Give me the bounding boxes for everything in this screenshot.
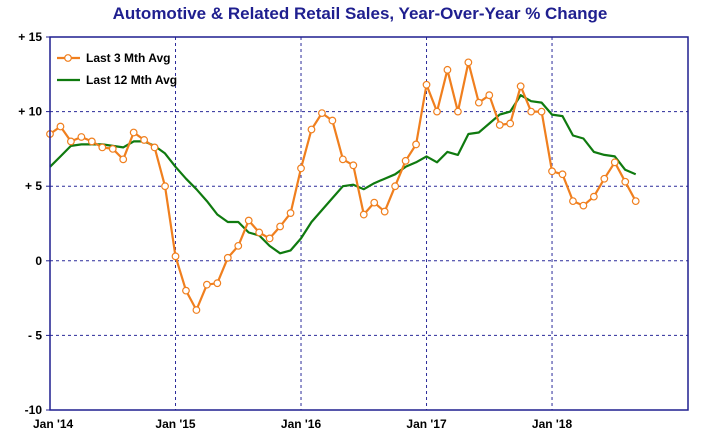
data-point (202, 280, 211, 289)
x-tick-label: Jan '16 (281, 417, 322, 431)
data-point (391, 182, 400, 191)
data-point (77, 133, 86, 141)
data-point (600, 174, 609, 183)
series-lines (46, 58, 640, 314)
y-tick-label: + 10 (18, 105, 42, 119)
data-point (150, 143, 159, 152)
x-axis: Jan '14 Jan '15 Jan '16 Jan '17 Jan '18 (33, 417, 572, 431)
data-point (234, 241, 243, 250)
data-point (119, 155, 128, 164)
data-point (433, 107, 441, 116)
data-point (349, 161, 358, 170)
y-tick-label: + 5 (25, 179, 42, 193)
data-point (412, 140, 420, 149)
data-point (161, 182, 169, 191)
data-point (443, 65, 452, 74)
y-tick-label: + 15 (18, 30, 42, 44)
data-point (87, 137, 96, 146)
data-point (537, 107, 546, 116)
data-point (380, 207, 389, 216)
x-tick-label: Jan '17 (406, 417, 447, 431)
data-point (359, 210, 368, 219)
data-point (140, 136, 149, 144)
y-tick-label: - 5 (28, 328, 42, 342)
data-point (548, 167, 556, 176)
data-point (558, 170, 567, 179)
data-point (401, 156, 410, 165)
data-point (108, 144, 117, 153)
legend: Last 3 Mth Avg Last 12 Mth Avg (57, 51, 177, 87)
data-point (506, 119, 515, 128)
data-point (56, 122, 65, 131)
data-point (328, 116, 337, 125)
data-point (516, 82, 525, 91)
data-point (182, 286, 190, 295)
data-point (579, 201, 588, 210)
data-point (338, 155, 347, 164)
data-point (485, 91, 494, 100)
data-point (454, 107, 462, 116)
legend-marker (64, 54, 72, 62)
x-tick-label: Jan '14 (33, 417, 74, 431)
data-point (318, 109, 326, 117)
data-point (297, 164, 305, 173)
data-point (244, 216, 253, 225)
data-point (527, 107, 536, 116)
data-point (495, 121, 504, 129)
legend-label: Last 3 Mth Avg (86, 51, 170, 65)
data-point (67, 137, 75, 146)
data-point (370, 198, 379, 207)
data-point (276, 222, 284, 231)
data-point (610, 158, 619, 167)
y-tick-label: -10 (25, 403, 43, 417)
plot-area (50, 37, 688, 410)
data-point (98, 143, 107, 152)
legend-label: Last 12 Mth Avg (86, 73, 177, 87)
x-tick-label: Jan '18 (532, 417, 573, 431)
data-point (464, 58, 473, 67)
plot-border (49, 36, 689, 411)
y-axis: + 15 + 10 + 5 0 - 5 -10 (18, 30, 50, 417)
x-tick-label: Jan '15 (155, 417, 196, 431)
data-point (422, 80, 431, 89)
data-point (192, 306, 201, 314)
data-point (474, 98, 483, 107)
data-point (589, 192, 598, 201)
data-point (255, 228, 264, 237)
plot-background (50, 37, 688, 410)
y-tick-label: 0 (35, 254, 42, 268)
data-point (129, 128, 138, 137)
data-point (631, 197, 640, 206)
data-point (265, 234, 274, 243)
data-point (223, 253, 232, 262)
data-point (171, 252, 180, 261)
chart-title: Automotive & Related Retail Sales, Year-… (112, 4, 608, 23)
data-point (213, 279, 222, 288)
data-point (307, 125, 316, 134)
data-point (569, 197, 577, 206)
data-point (286, 209, 295, 217)
data-point (621, 177, 630, 186)
plot-frame (49, 36, 689, 411)
